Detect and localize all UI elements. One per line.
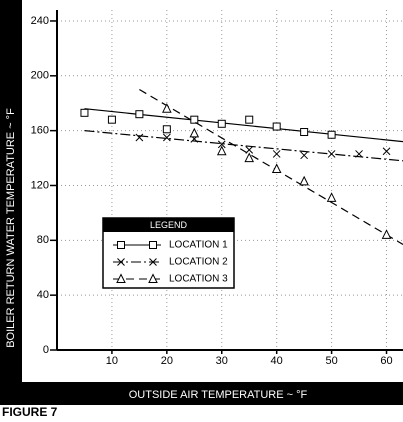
legend-marker <box>117 258 125 266</box>
trend-line <box>84 130 403 162</box>
marker <box>189 127 200 138</box>
y-tick-label: 0 <box>43 344 49 356</box>
legend-label: LOCATION 2 <box>169 257 228 268</box>
legend-marker <box>149 258 157 266</box>
figure-label: FIGURE 7 <box>2 405 58 419</box>
marker <box>271 163 282 174</box>
marker <box>245 115 254 124</box>
marker <box>355 150 363 158</box>
marker <box>327 150 336 158</box>
x-tick-label: 60 <box>380 355 392 367</box>
legend-marker <box>149 241 157 249</box>
marker <box>162 125 171 134</box>
marker <box>217 119 226 128</box>
legend-marker <box>117 241 125 249</box>
marker <box>107 115 116 124</box>
marker <box>326 192 337 202</box>
marker <box>272 150 281 158</box>
x-tick-label: 40 <box>271 355 283 367</box>
marker <box>80 108 89 117</box>
y-label-bar <box>0 0 22 405</box>
y-tick-label: 200 <box>31 70 49 82</box>
marker <box>162 103 172 113</box>
marker <box>300 151 308 160</box>
legend-marker <box>116 273 126 283</box>
legend-marker <box>148 273 158 283</box>
x-tick-label: 20 <box>161 355 173 367</box>
y-tick-label: 80 <box>37 234 49 246</box>
trend-line <box>84 108 403 143</box>
y-tick-label: 160 <box>31 125 49 137</box>
marker <box>300 128 309 137</box>
y-tick-label: 240 <box>31 15 49 27</box>
x-label-bar <box>22 382 403 405</box>
y-tick-label: 40 <box>37 289 49 301</box>
marker <box>135 133 144 142</box>
marker <box>217 140 226 149</box>
marker <box>327 130 336 139</box>
marker <box>381 229 392 239</box>
legend-title: LEGEND <box>150 220 188 230</box>
y-tick-label: 120 <box>31 179 49 191</box>
x-axis-label: OUTSIDE AIR TEMPERATURE ~ °F <box>129 389 308 401</box>
marker <box>190 115 199 124</box>
legend-label: LOCATION 3 <box>169 274 228 285</box>
marker <box>135 110 144 119</box>
legend-header <box>103 218 234 232</box>
marker <box>162 133 171 142</box>
x-tick-label: 30 <box>216 355 228 367</box>
trend-line <box>139 88 403 245</box>
x-tick-label: 10 <box>106 355 118 367</box>
marker <box>382 147 391 156</box>
x-tick-label: 50 <box>325 355 337 367</box>
marker <box>272 122 281 131</box>
y-axis-label: BOILER RETURN WATER TEMPERATURE ~ °F <box>5 108 17 348</box>
marker <box>244 152 255 163</box>
marker <box>299 175 309 186</box>
legend-label: LOCATION 1 <box>169 240 228 251</box>
marker <box>216 145 227 156</box>
